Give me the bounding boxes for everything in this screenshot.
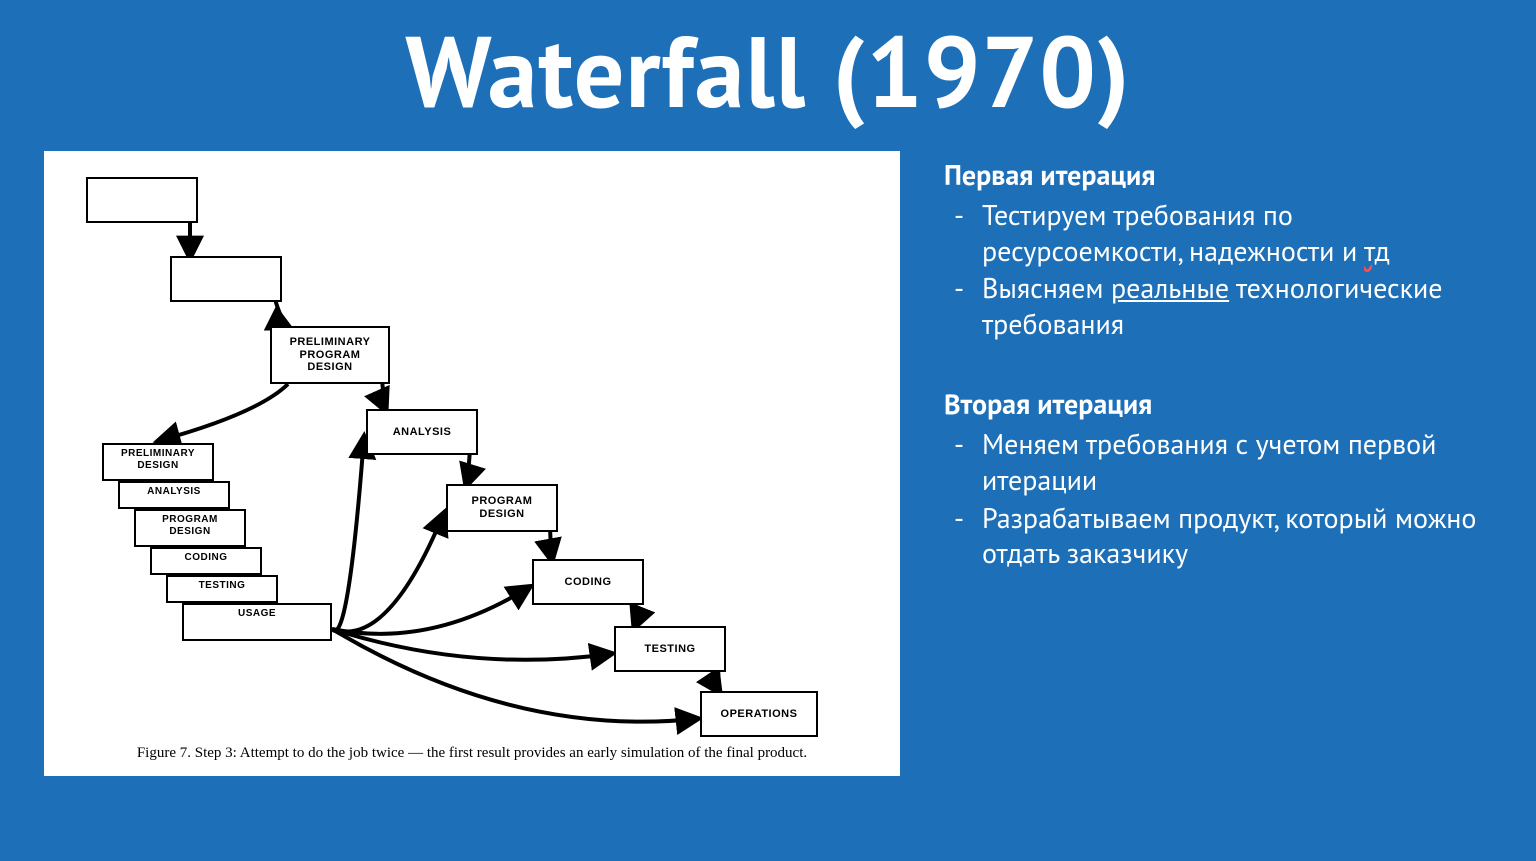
diagram-box-b5: CODING — [532, 559, 644, 605]
stack-box-s1: ANALYSIS — [118, 481, 230, 509]
diagram-box-b0 — [86, 177, 198, 223]
right-text-column: Первая итерация Тестируем требования по … — [900, 151, 1492, 776]
spellcheck-underline: тд — [1364, 232, 1390, 269]
content-row: PRELIMINARYPROGRAMDESIGNANALYSISPROGRAMD… — [0, 131, 1536, 776]
stack-box-s4: TESTING — [166, 575, 278, 603]
slide-title: Waterfall (1970) — [0, 0, 1536, 131]
diagram-box-b1 — [170, 256, 282, 302]
list-item: Меняем требования с учетом первой итерац… — [944, 426, 1492, 498]
stack-box-s2: PROGRAMDESIGN — [134, 509, 246, 547]
section1-list: Тестируем требования по ресурсоемкости, … — [944, 197, 1492, 342]
underlined-text: реальные — [1111, 269, 1229, 306]
diagram-box-b4: PROGRAMDESIGN — [446, 484, 558, 532]
section2-list: Меняем требования с учетом первой итерац… — [944, 426, 1492, 571]
waterfall-diagram-panel: PRELIMINARYPROGRAMDESIGNANALYSISPROGRAMD… — [44, 151, 900, 776]
list-item: Тестируем требования по ресурсоемкости, … — [944, 197, 1492, 269]
diagram-box-b6: TESTING — [614, 626, 726, 672]
list-item: Выясняем реальные технологические требов… — [944, 270, 1492, 342]
stack-box-s5: USAGE — [182, 603, 332, 641]
diagram-box-b3: ANALYSIS — [366, 409, 478, 455]
diagram-box-b7: OPERATIONS — [700, 691, 818, 737]
stack-box-s0: PRELIMINARYDESIGN — [102, 443, 214, 481]
list-item: Разрабатываем продукт, который можно отд… — [944, 500, 1492, 572]
section2-heading: Вторая итерация — [944, 386, 1492, 422]
diagram-box-b2: PRELIMINARYPROGRAMDESIGN — [270, 326, 390, 384]
figure-caption: Figure 7. Step 3: Attempt to do the job … — [44, 745, 900, 762]
stack-box-s3: CODING — [150, 547, 262, 575]
section1-heading: Первая итерация — [944, 157, 1492, 193]
